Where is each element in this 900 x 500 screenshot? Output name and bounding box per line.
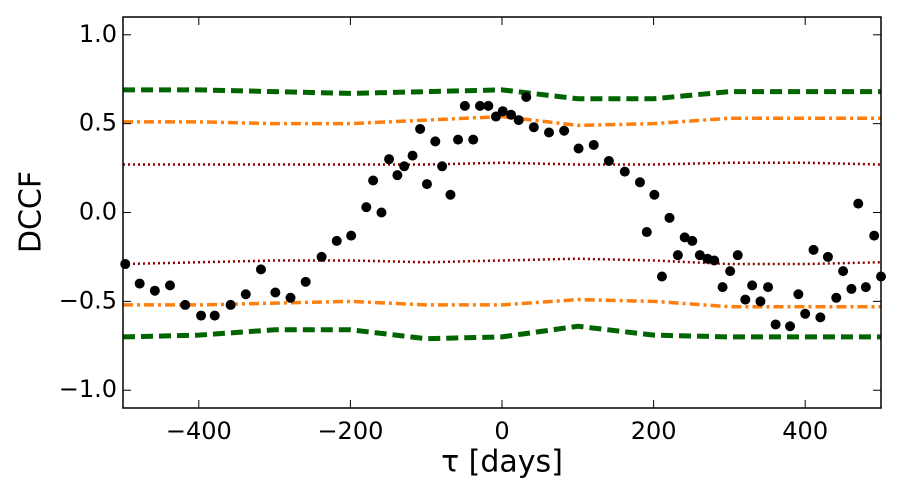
data-point [747, 280, 758, 291]
data-point [361, 202, 372, 213]
data-point [453, 134, 464, 145]
confidence-line [122, 257, 882, 266]
data-point [490, 111, 501, 122]
data-point [399, 161, 410, 172]
data-point [376, 207, 387, 218]
data-point [838, 266, 849, 277]
data-point [164, 280, 175, 291]
data-point [543, 127, 554, 138]
data-point [800, 308, 811, 319]
data-point [656, 271, 667, 282]
data-point [421, 179, 432, 190]
data-point [664, 212, 675, 223]
data-point [149, 285, 160, 296]
data-point [180, 299, 191, 310]
data-point [513, 115, 524, 126]
data-point [521, 91, 532, 102]
x-tick-label: 400 [782, 417, 828, 445]
data-point [384, 154, 395, 165]
x-tick-label: 200 [631, 417, 677, 445]
data-point [285, 292, 296, 303]
x-axis-label: τ [days] [441, 445, 563, 480]
data-point [459, 100, 470, 111]
data-point [846, 283, 857, 294]
x-tick-label: 0 [494, 417, 509, 445]
y-tick-label: −1.0 [59, 375, 117, 403]
data-point [209, 310, 220, 321]
confidence-line [122, 323, 881, 342]
data-point [725, 266, 736, 277]
data-point [475, 100, 486, 111]
data-point [869, 230, 880, 241]
y-tick-label: 0.0 [79, 198, 117, 226]
data-point [763, 282, 774, 293]
data-point [709, 255, 720, 266]
data-point [134, 278, 145, 289]
data-point [346, 230, 357, 241]
data-point [672, 250, 683, 261]
data-point [740, 294, 751, 305]
data-point [196, 310, 207, 321]
data-point [860, 282, 871, 293]
confidence-line [123, 297, 881, 309]
data-point [755, 296, 766, 307]
data-point [732, 250, 743, 261]
data-point [634, 177, 645, 188]
x-tick-label: −400 [166, 417, 232, 445]
data-point [793, 289, 804, 300]
data-point [506, 109, 517, 120]
data-point [415, 123, 426, 134]
data-point [437, 161, 448, 172]
data-point [603, 155, 614, 166]
y-axis-label: DCCF [14, 171, 49, 253]
confidence-line [123, 114, 881, 128]
data-point [430, 136, 441, 147]
data-point [694, 250, 705, 261]
data-point [255, 264, 266, 275]
data-point [853, 198, 864, 209]
data-point [717, 282, 728, 293]
data-point [331, 235, 342, 246]
data-point [368, 175, 379, 186]
data-point [641, 227, 652, 238]
data-point [679, 232, 690, 243]
data-point [468, 134, 479, 145]
data-point [822, 251, 833, 262]
data-point [770, 319, 781, 330]
data-point [588, 139, 599, 150]
data-point [270, 287, 281, 298]
data-point [649, 189, 660, 200]
data-point [225, 299, 236, 310]
data-point [445, 189, 456, 200]
data-point [392, 170, 403, 181]
plot-frame [122, 16, 882, 409]
data-point [497, 106, 508, 117]
data-point [815, 312, 826, 323]
data-point [120, 259, 131, 270]
data-point [785, 321, 796, 332]
data-point [687, 235, 698, 246]
data-point [831, 292, 842, 303]
confidence-line [123, 87, 881, 102]
y-tick-label: −0.5 [59, 286, 117, 314]
data-point [300, 276, 311, 287]
confidence-line [123, 161, 882, 166]
x-tick-label: −200 [317, 417, 383, 445]
data-point [573, 143, 584, 154]
data-point [240, 289, 251, 300]
data-point [619, 166, 630, 177]
data-point [528, 122, 539, 133]
data-point [407, 150, 418, 161]
y-tick-label: 1.0 [79, 20, 117, 48]
data-point [483, 100, 494, 111]
data-point [808, 244, 819, 255]
y-tick-label: 0.5 [79, 109, 117, 137]
data-point [559, 125, 570, 136]
data-point [316, 251, 327, 262]
